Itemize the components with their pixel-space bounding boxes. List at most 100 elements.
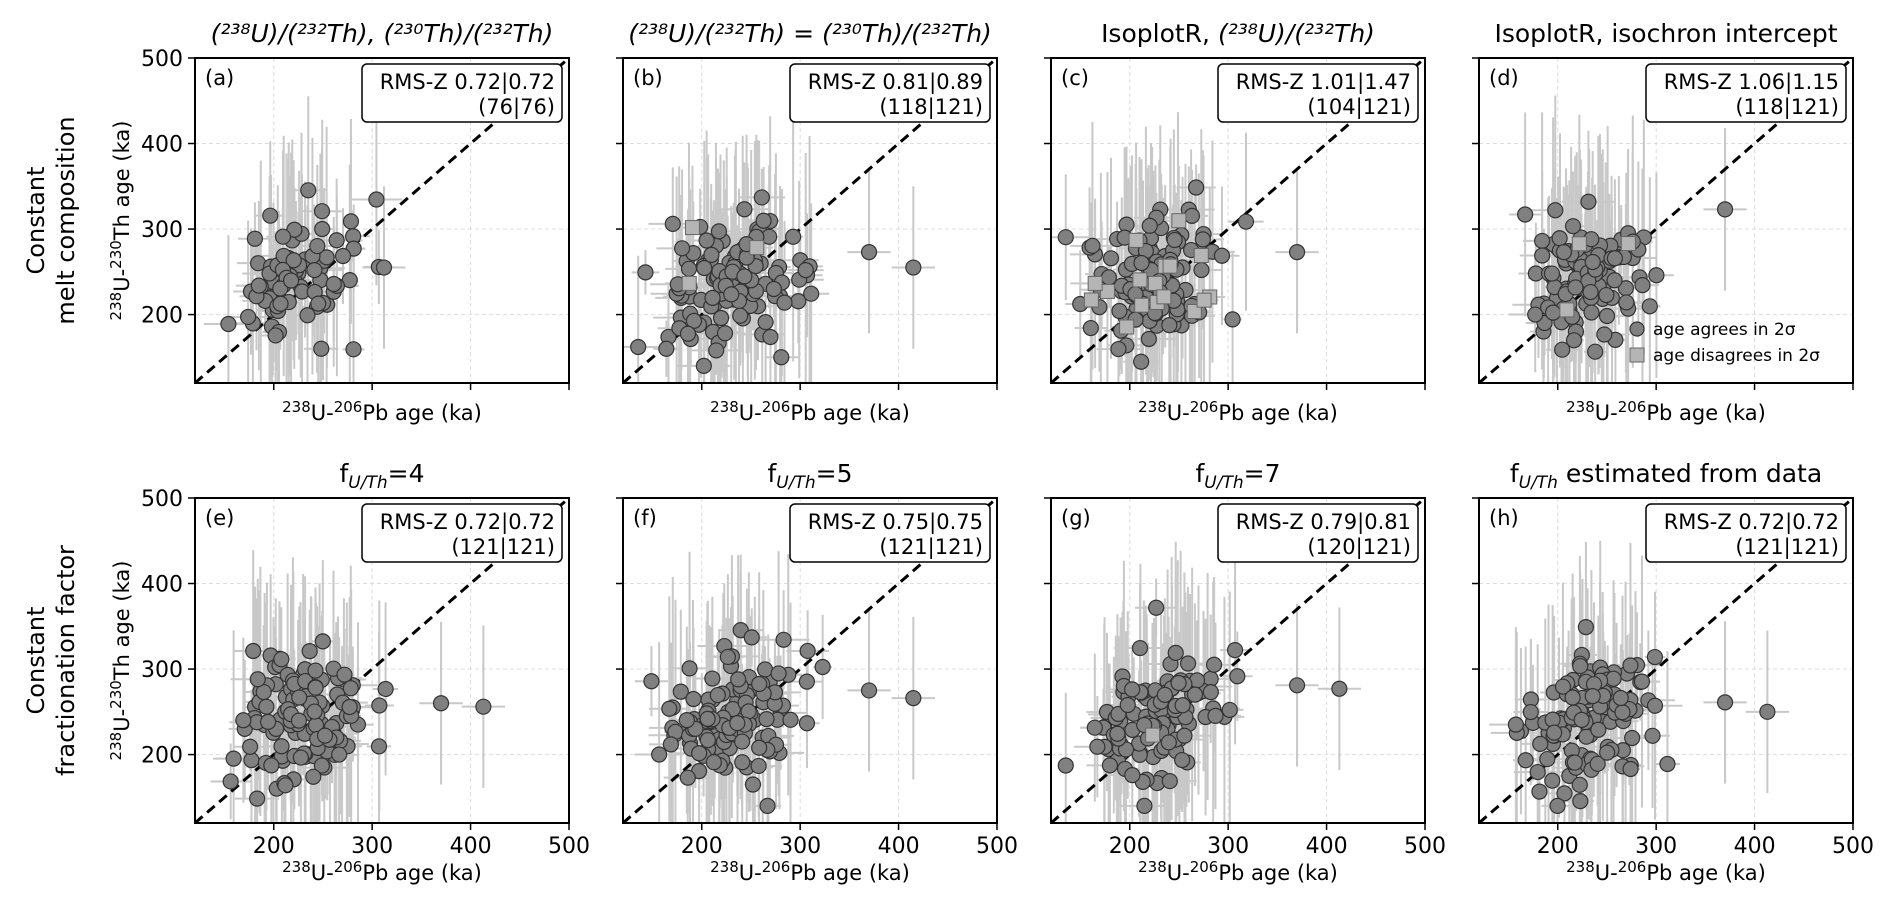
data-point: [1534, 247, 1551, 264]
data-point: [299, 307, 316, 324]
data-point: [1136, 797, 1153, 814]
data-point: [368, 191, 385, 208]
data-point: [708, 342, 725, 359]
data-point: [1057, 229, 1074, 246]
title-main: (²³⁸U)/(²³²Th): [1218, 19, 1375, 48]
stat-rmsz: RMS-Z 1.01|1.47: [1236, 70, 1411, 95]
data-point: [797, 262, 814, 279]
x-tick-label: 300: [779, 834, 821, 859]
data-point: [375, 259, 393, 276]
panel-g: 200 300 400 500 238U-206Pb age (ka) fU/Th=7 (g…: [1044, 459, 1446, 885]
data-point: [1331, 680, 1348, 697]
x-tick-label: 200: [253, 834, 295, 859]
x-label-iso1: 238: [710, 858, 739, 876]
data-point: [1101, 757, 1119, 774]
data-point: [1556, 785, 1573, 802]
x-tick-label: 500: [548, 834, 590, 859]
data-point: [860, 682, 878, 699]
data-point: [1532, 735, 1549, 752]
data-point: [743, 629, 760, 646]
data-point: [1086, 719, 1103, 736]
stat-counts: (118|121): [1735, 95, 1839, 120]
legend-agree: age agrees in 2σ: [1653, 320, 1796, 340]
data-point-disagree: [1132, 272, 1148, 288]
stat-box: [361, 63, 563, 123]
data-point: [699, 731, 716, 749]
data-point: [1166, 231, 1183, 249]
data-point: [1226, 641, 1244, 659]
stat-rmsz: RMS-Z 0.75|0.75: [808, 510, 983, 535]
row-label-line1: Constant: [22, 167, 50, 275]
x-tick-label: 500: [1404, 834, 1446, 859]
data-point: [672, 683, 689, 700]
data-point: [1522, 703, 1539, 721]
data-point-disagree: [1162, 258, 1178, 274]
panel-h: 200 300 400 500 238U-206Pb age (ka) fU/Th est…: [1472, 459, 1874, 885]
data-point: [1614, 704, 1631, 721]
y-tick-label: 500: [141, 47, 183, 72]
row-label: Constantmelt composition: [22, 116, 80, 324]
data-point: [1618, 294, 1635, 311]
data-point: [1624, 729, 1641, 747]
data-point: [664, 215, 681, 232]
data-point: [274, 228, 292, 245]
plot-area: [1479, 498, 1853, 823]
data-point: [1622, 760, 1639, 778]
data-point-disagree: [1099, 283, 1115, 299]
panel-title: fU/Th=4: [339, 459, 424, 493]
data-point: [803, 285, 820, 302]
x-label-iso1: 238: [710, 398, 739, 416]
data-point: [1133, 254, 1150, 272]
data-point: [246, 230, 264, 247]
data-point: [1622, 657, 1639, 674]
title-pre: IsoplotR,: [1101, 19, 1218, 48]
x-tick-label: 200: [681, 834, 723, 859]
stat-rmsz: RMS-Z 0.72|0.72: [1664, 510, 1839, 535]
stat-counts: (118|121): [879, 95, 983, 120]
data-point: [637, 264, 654, 281]
data-point: [305, 768, 322, 785]
x-label-end: Pb age (ka): [790, 401, 910, 425]
data-point: [325, 275, 342, 293]
data-point: [272, 280, 289, 297]
data-point: [475, 698, 492, 715]
data-point: [1539, 750, 1556, 768]
data-point: [705, 754, 722, 771]
data-point: [1659, 755, 1676, 773]
x-label-end: Pb age (ka): [362, 861, 482, 885]
data-point: [762, 328, 779, 346]
title-post: =5: [816, 459, 853, 488]
data-point: [1589, 755, 1606, 772]
y-tick-label: 500: [141, 487, 183, 512]
stat-rmsz: RMS-Z 0.72|0.72: [380, 510, 555, 535]
data-point: [1547, 202, 1564, 219]
data-point: [799, 642, 816, 660]
data-point: [1176, 727, 1193, 744]
data-point: [734, 733, 751, 750]
title-sub: U/Th: [776, 473, 815, 493]
data-point: [1582, 283, 1599, 301]
x-tick-label: 400: [1306, 834, 1348, 859]
x-tick-label: 300: [1207, 834, 1249, 859]
data-point: [755, 212, 772, 229]
data-point: [905, 259, 922, 276]
data-point: [1186, 686, 1204, 703]
plot-area: [1479, 58, 1853, 383]
data-point: [1598, 307, 1616, 325]
plot-area: [623, 58, 997, 383]
data-point: [679, 325, 697, 342]
data-point: [1634, 277, 1651, 294]
x-label-iso1: 238: [282, 398, 311, 416]
data-point-disagree: [1620, 236, 1636, 252]
data-point-disagree: [1171, 213, 1187, 229]
x-label-end: Pb age (ka): [362, 401, 482, 425]
data-point: [432, 695, 450, 712]
data-point: [1587, 343, 1604, 360]
data-point-disagree: [1087, 275, 1103, 291]
row-label-line1: Constant: [22, 607, 50, 715]
stat-box: [361, 503, 563, 563]
data-point: [704, 289, 721, 306]
data-point: [285, 252, 302, 269]
